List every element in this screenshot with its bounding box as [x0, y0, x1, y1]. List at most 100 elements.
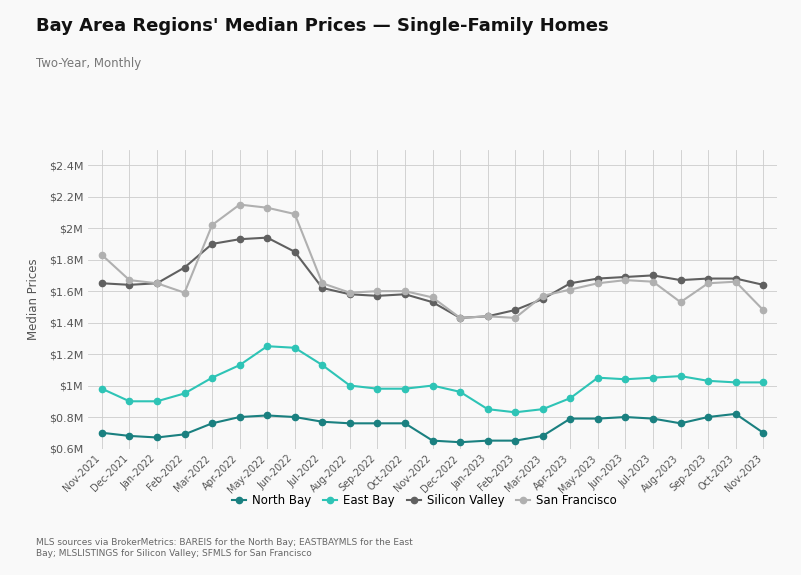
North Bay — [207, 420, 217, 427]
San Francisco — [372, 288, 382, 294]
East Bay — [759, 379, 768, 386]
East Bay — [483, 406, 493, 413]
San Francisco — [97, 251, 107, 258]
Text: Bay Area Regions' Median Prices — Single-Family Homes: Bay Area Regions' Median Prices — Single… — [36, 17, 609, 35]
Silicon Valley — [621, 274, 630, 281]
San Francisco — [566, 286, 575, 293]
East Bay — [400, 385, 410, 392]
Silicon Valley — [759, 281, 768, 288]
Line: North Bay: North Bay — [99, 411, 767, 445]
San Francisco — [759, 306, 768, 313]
East Bay — [372, 385, 382, 392]
Silicon Valley — [290, 248, 300, 255]
North Bay — [179, 431, 189, 438]
North Bay — [428, 437, 437, 444]
Silicon Valley — [703, 275, 713, 282]
Text: Two-Year, Monthly: Two-Year, Monthly — [36, 58, 141, 71]
Line: Silicon Valley: Silicon Valley — [99, 235, 767, 321]
East Bay — [290, 344, 300, 351]
San Francisco — [648, 278, 658, 285]
San Francisco — [345, 289, 355, 296]
North Bay — [372, 420, 382, 427]
Y-axis label: Median Prices: Median Prices — [27, 258, 40, 340]
East Bay — [179, 390, 189, 397]
East Bay — [235, 362, 244, 369]
San Francisco — [483, 313, 493, 320]
East Bay — [345, 382, 355, 389]
Silicon Valley — [372, 293, 382, 300]
San Francisco — [207, 221, 217, 228]
East Bay — [621, 376, 630, 383]
Silicon Valley — [345, 291, 355, 298]
North Bay — [455, 439, 465, 446]
East Bay — [125, 398, 135, 405]
North Bay — [621, 413, 630, 420]
San Francisco — [593, 280, 602, 287]
North Bay — [125, 432, 135, 439]
San Francisco — [621, 277, 630, 283]
East Bay — [676, 373, 686, 380]
Silicon Valley — [428, 298, 437, 305]
East Bay — [428, 382, 437, 389]
San Francisco — [235, 201, 244, 208]
North Bay — [263, 412, 272, 419]
Silicon Valley — [97, 280, 107, 287]
North Bay — [152, 434, 162, 441]
Text: MLS sources via BrokerMetrics: BAREIS for the North Bay; EASTBAYMLS for the East: MLS sources via BrokerMetrics: BAREIS fo… — [36, 538, 413, 558]
Silicon Valley — [207, 240, 217, 247]
North Bay — [483, 437, 493, 444]
North Bay — [97, 430, 107, 436]
East Bay — [455, 388, 465, 395]
Silicon Valley — [400, 291, 410, 298]
San Francisco — [290, 210, 300, 217]
Silicon Valley — [317, 285, 327, 292]
North Bay — [648, 415, 658, 422]
Silicon Valley — [235, 236, 244, 243]
North Bay — [345, 420, 355, 427]
North Bay — [593, 415, 602, 422]
San Francisco — [731, 278, 740, 285]
North Bay — [538, 432, 548, 439]
North Bay — [731, 411, 740, 417]
East Bay — [207, 374, 217, 381]
North Bay — [510, 437, 520, 444]
North Bay — [676, 420, 686, 427]
Line: East Bay: East Bay — [99, 343, 767, 415]
San Francisco — [676, 298, 686, 305]
East Bay — [510, 409, 520, 416]
Legend: North Bay, East Bay, Silicon Valley, San Francisco: North Bay, East Bay, Silicon Valley, San… — [227, 489, 622, 512]
Silicon Valley — [676, 277, 686, 283]
East Bay — [593, 374, 602, 381]
Silicon Valley — [152, 280, 162, 287]
North Bay — [235, 413, 244, 420]
North Bay — [759, 430, 768, 436]
East Bay — [538, 406, 548, 413]
North Bay — [566, 415, 575, 422]
Silicon Valley — [483, 313, 493, 320]
San Francisco — [125, 277, 135, 283]
Line: San Francisco: San Francisco — [99, 201, 767, 321]
Silicon Valley — [731, 275, 740, 282]
San Francisco — [317, 280, 327, 287]
Silicon Valley — [510, 306, 520, 313]
East Bay — [566, 394, 575, 401]
San Francisco — [263, 204, 272, 211]
Silicon Valley — [648, 272, 658, 279]
Silicon Valley — [455, 315, 465, 321]
Silicon Valley — [593, 275, 602, 282]
East Bay — [263, 343, 272, 350]
San Francisco — [179, 289, 189, 296]
San Francisco — [455, 315, 465, 321]
East Bay — [152, 398, 162, 405]
Silicon Valley — [263, 234, 272, 241]
North Bay — [290, 413, 300, 420]
San Francisco — [152, 280, 162, 287]
North Bay — [317, 418, 327, 425]
San Francisco — [703, 280, 713, 287]
Silicon Valley — [566, 280, 575, 287]
San Francisco — [400, 288, 410, 294]
North Bay — [703, 413, 713, 420]
San Francisco — [510, 315, 520, 321]
East Bay — [648, 374, 658, 381]
East Bay — [703, 377, 713, 384]
